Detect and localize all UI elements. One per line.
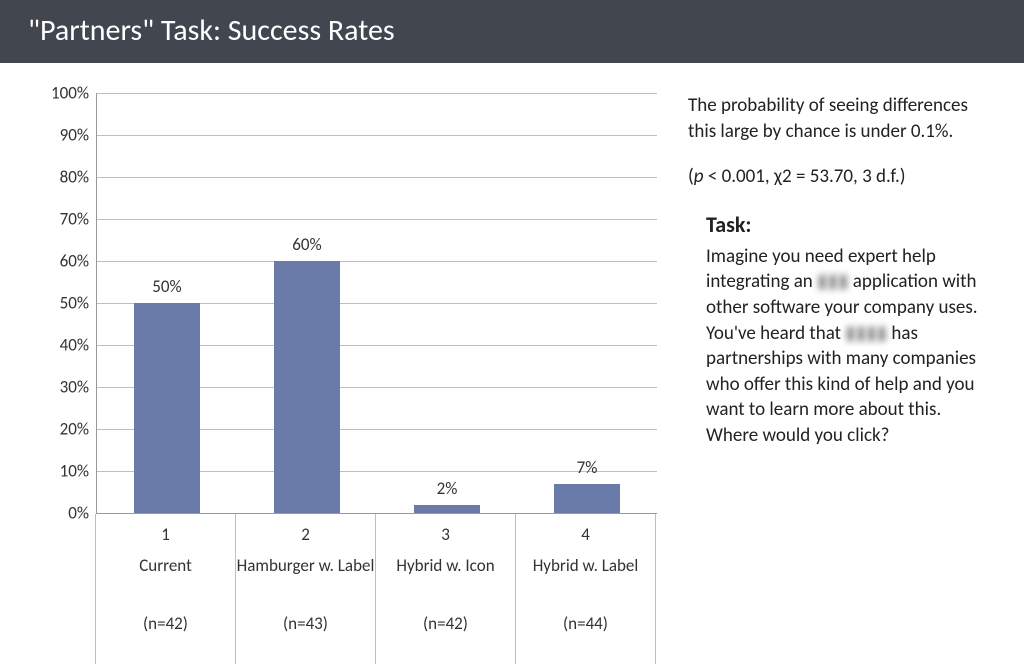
y-tick-label: 50%	[39, 293, 89, 314]
bar	[414, 505, 480, 513]
bar-value-label: 7%	[577, 457, 598, 478]
redacted-text: ▮▮▮	[817, 270, 848, 293]
y-tick-label: 70%	[39, 209, 89, 230]
x-category-label: Hybrid w. Icon	[376, 555, 515, 599]
x-axis-cell: 3 Hybrid w. Icon (n=42)	[375, 514, 516, 664]
bar-value-label: 2%	[437, 478, 458, 499]
bar-slot: 50%	[97, 93, 237, 513]
bar	[134, 303, 200, 513]
x-sample-size-label: (n=42)	[376, 613, 515, 634]
content-body: 100% 90% 80% 70% 60% 50% 40% 30% 20% 10% 0% 50% 60% 2…	[0, 63, 1024, 664]
y-tick-label: 60%	[39, 251, 89, 272]
x-index-label: 2	[236, 524, 375, 545]
stats-p-symbol: p	[694, 165, 704, 188]
y-tick-label: 10%	[39, 461, 89, 482]
bar-value-label: 50%	[152, 276, 181, 297]
bar	[274, 261, 340, 513]
bar-slot: 7%	[517, 93, 657, 513]
page-title: "Partners" Task: Success Rates	[28, 12, 395, 49]
x-index-label: 1	[96, 524, 235, 545]
x-sample-size-label: (n=42)	[96, 613, 235, 634]
x-axis-cell: 1 Current (n=42)	[95, 514, 236, 664]
x-index-label: 4	[516, 524, 655, 545]
stats-summary: The probability of seeing differences th…	[688, 93, 988, 144]
y-tick-label: 30%	[39, 377, 89, 398]
x-axis-cell: 4 Hybrid w. Label (n=44)	[515, 514, 656, 664]
x-index-label: 3	[376, 524, 515, 545]
bar	[554, 484, 620, 513]
x-sample-size-label: (n=44)	[516, 613, 655, 634]
bar-value-label: 60%	[292, 234, 321, 255]
chart-plot-area: 100%90%80%70%60%50%40%30%20%10%0%50%60%2…	[96, 93, 657, 514]
y-tick-label: 20%	[39, 419, 89, 440]
x-axis-cell: 2 Hamburger w. Label (n=43)	[235, 514, 376, 664]
redacted-text: ▮▮▮▮	[845, 322, 887, 345]
y-tick-label: 40%	[39, 335, 89, 356]
bar-slot: 2%	[377, 93, 517, 513]
side-text-column: The probability of seeing differences th…	[688, 93, 988, 664]
y-tick-label: 0%	[39, 503, 89, 524]
task-body: Imagine you need expert help integrating…	[706, 244, 988, 449]
y-tick-label: 100%	[39, 83, 89, 104]
chart-x-axis: 1Current(n=42)2Hamburger w. Label(n=43)3…	[96, 514, 656, 664]
y-tick-label: 90%	[39, 125, 89, 146]
stats-values: < 0.001, χ2 = 53.70, 3 d.f.)	[704, 165, 906, 188]
x-category-label: Current	[96, 555, 235, 599]
page-header: "Partners" Task: Success Rates	[0, 0, 1024, 63]
bar-slot: 60%	[237, 93, 377, 513]
x-category-label: Hybrid w. Label	[516, 555, 655, 599]
stats-block: The probability of seeing differences th…	[688, 93, 988, 190]
task-block: Task: Imagine you need expert help integ…	[706, 210, 988, 449]
y-tick-label: 80%	[39, 167, 89, 188]
task-heading: Task:	[706, 210, 988, 240]
chart-column: 100%90%80%70%60%50%40%30%20%10%0%50%60%2…	[18, 93, 678, 664]
x-category-label: Hamburger w. Label	[236, 555, 375, 599]
stats-detail: (p < 0.001, χ2 = 53.70, 3 d.f.)	[688, 164, 988, 190]
x-sample-size-label: (n=43)	[236, 613, 375, 634]
